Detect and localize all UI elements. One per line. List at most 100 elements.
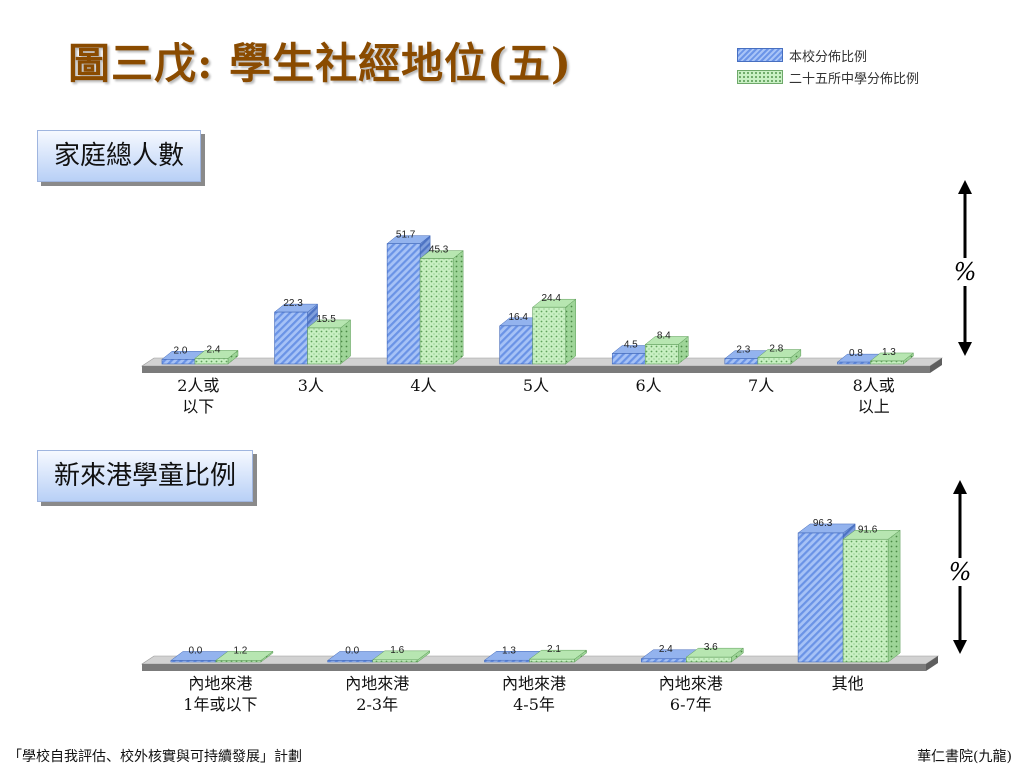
bar-series2-2 — [419, 250, 464, 365]
bar-front-s1-1 — [274, 311, 308, 365]
category-label-1-0: 3人 — [298, 376, 324, 395]
bar-front-s2-3 — [532, 306, 567, 365]
category-label-4-0: 6人 — [635, 376, 661, 395]
bar-front-s1-4 — [611, 353, 646, 365]
data-label-s2-3: 24.4 — [541, 293, 561, 304]
category-label-3-0: 內地來港 — [659, 674, 723, 693]
bar-front-s1-4 — [797, 532, 844, 663]
percent-axis-arrow-1: % — [951, 180, 979, 356]
new-arrivals-chart: 0.0 1.2 內地來港 1年或以下 0.0 1.6 內地來港 2-3年 1.3 2.1 內地來港 4… — [141, 518, 939, 714]
bar-front-s2-4 — [842, 538, 889, 663]
footer-project-name: 「學校自我評估、校外核實與可持續發展」計劃 — [8, 749, 302, 765]
category-label-3-1: 6-7年 — [670, 695, 712, 714]
category-label-0-1: 以下 — [182, 397, 214, 416]
data-label-s2-0: 1.2 — [233, 645, 247, 656]
data-label-s2-1: 1.6 — [390, 645, 404, 656]
bar-series2-2 — [528, 649, 588, 663]
bar-series2-1 — [306, 319, 352, 365]
bar-front-s2-3 — [685, 656, 732, 663]
bar-front-s2-1 — [372, 659, 419, 663]
legend-swatch-series2 — [737, 70, 783, 84]
data-label-s2-3: 3.6 — [704, 642, 718, 653]
bar-front-s2-0 — [215, 660, 262, 663]
percent-axis-arrow-2: % — [946, 480, 974, 654]
bar-series2-4 — [644, 335, 689, 365]
data-label-s2-6: 1.3 — [882, 347, 896, 358]
legend-label-series1: 本校分佈比例 — [789, 49, 868, 65]
bar-series2-6 — [869, 352, 915, 365]
bar-front-s2-4 — [644, 344, 679, 365]
bar-series2-0 — [194, 349, 239, 365]
category-label-3-0: 5人 — [523, 376, 549, 395]
data-label-s2-2: 45.3 — [429, 245, 449, 256]
chart-floor-side — [930, 358, 942, 373]
bar-front-s1-0 — [161, 359, 196, 365]
data-label-s1-4: 96.3 — [813, 518, 833, 529]
category-label-0-0: 2人或 — [177, 376, 219, 395]
bar-front-s1-0 — [170, 660, 217, 663]
bar-series2-1 — [371, 650, 431, 663]
bar-front-s2-1 — [307, 327, 341, 365]
bar-series2-5 — [757, 348, 802, 365]
section-label-household-size: 家庭總人數 — [37, 130, 202, 182]
chart-floor-side — [926, 656, 938, 671]
bar-side-s2-3 — [565, 298, 576, 365]
category-label-6-1: 以上 — [858, 397, 890, 416]
data-label-s1-0: 0.0 — [188, 646, 202, 657]
bar-front-s1-2 — [386, 243, 421, 365]
data-label-s2-5: 2.8 — [769, 343, 783, 354]
bar-series2-3 — [531, 298, 577, 365]
category-label-1-1: 2-3年 — [356, 695, 398, 714]
category-label-1-0: 內地來港 — [345, 674, 409, 693]
bar-series2-3 — [685, 647, 745, 663]
data-label-s2-2: 2.1 — [547, 644, 561, 655]
legend-swatch-series1 — [737, 48, 783, 62]
bar-front-s1-2 — [484, 659, 530, 663]
bar-front-s1-3 — [499, 325, 534, 365]
bar-front-s2-2 — [419, 258, 454, 365]
data-label-s1-1: 22.3 — [283, 298, 303, 309]
bar-series2-4 — [842, 529, 901, 663]
legend-label-series2: 二十五所中學分佈比例 — [789, 71, 920, 87]
bar-front-s1-1 — [327, 660, 374, 663]
legend: 本校分佈比例 二十五所中學分佈比例 — [737, 44, 919, 88]
legend-item-series2: 二十五所中學分佈比例 — [737, 66, 919, 88]
bar-front-s1-5 — [724, 358, 759, 365]
data-label-s1-5: 2.3 — [736, 345, 750, 356]
data-label-s2-1: 15.5 — [316, 314, 336, 325]
bar-series2-0 — [215, 650, 274, 663]
section-label-new-arrivals: 新來港學童比例 — [37, 450, 254, 502]
data-label-s1-3: 16.4 — [508, 312, 528, 323]
page-title: 圖三戊: 學生社經地位(五) — [68, 39, 572, 88]
category-label-4-0: 其他 — [832, 674, 864, 693]
chart-floor-front — [142, 366, 930, 373]
bar-front-s2-2 — [529, 658, 575, 663]
bar-front-s2-5 — [757, 357, 792, 365]
category-label-5-0: 7人 — [748, 376, 774, 395]
category-label-6-0: 8人或 — [853, 376, 895, 395]
category-label-2-1: 4-5年 — [513, 695, 555, 714]
category-label-0-0: 內地來港 — [188, 674, 252, 693]
data-label-s1-2: 1.3 — [502, 645, 516, 656]
bar-side-s2-2 — [452, 250, 464, 365]
data-label-s1-0: 2.0 — [174, 345, 188, 356]
bar-side-s2-4 — [887, 529, 901, 663]
bar-front-s1-3 — [640, 658, 687, 663]
data-label-s1-6: 0.8 — [849, 348, 863, 359]
category-label-0-1: 1年或以下 — [183, 695, 257, 714]
data-label-s2-0: 2.4 — [207, 344, 221, 355]
percent-unit-label-1: % — [954, 258, 977, 286]
category-label-2-0: 4人 — [410, 376, 436, 395]
data-label-s1-1: 0.0 — [345, 646, 359, 657]
footer-school-name: 華仁書院(九龍) — [917, 749, 1012, 765]
bar-front-s2-0 — [194, 358, 229, 365]
data-label-s1-2: 51.7 — [396, 230, 416, 241]
data-label-s1-3: 2.4 — [659, 644, 673, 655]
category-label-2-0: 內地來港 — [502, 674, 566, 693]
data-label-s2-4: 91.6 — [858, 524, 878, 535]
chart-floor-front — [142, 664, 926, 671]
legend-item-series1: 本校分佈比例 — [737, 44, 919, 66]
bar-front-s1-6 — [837, 361, 871, 365]
percent-unit-label-2: % — [949, 558, 972, 586]
